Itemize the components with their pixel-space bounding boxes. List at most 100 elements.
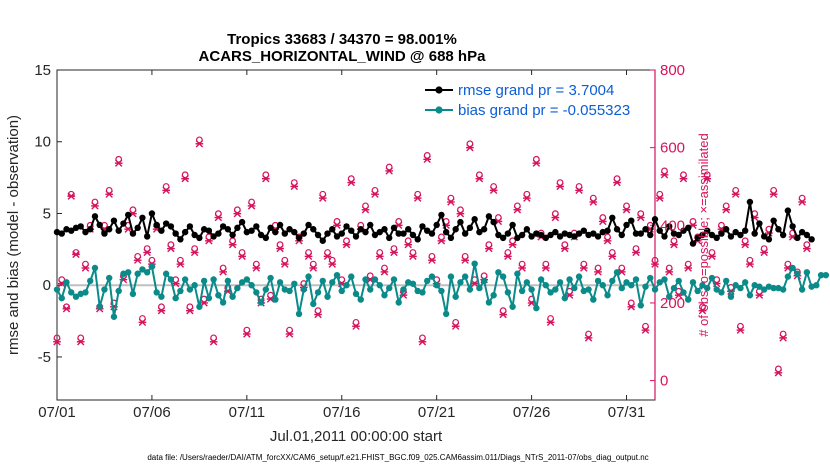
obs-assimilated-point	[186, 307, 194, 315]
rmse-point	[167, 223, 175, 230]
rmse-point	[661, 233, 668, 240]
bias-point	[466, 286, 474, 293]
obs-assimilated-point	[243, 330, 251, 338]
rmse-point	[737, 231, 744, 239]
bias-point	[96, 303, 103, 310]
rmse-point	[101, 230, 108, 237]
rmse-point	[760, 233, 768, 240]
rmse-point	[291, 228, 298, 236]
obs-possible-point	[741, 237, 749, 245]
obs-possible-point	[485, 241, 493, 249]
rmse-point	[476, 228, 483, 236]
bias-point	[637, 302, 644, 309]
obs-possible-point	[518, 260, 526, 268]
obs-assimilated-point	[285, 330, 294, 338]
bias-point	[300, 286, 307, 293]
obs-assimilated-point	[162, 186, 170, 195]
legend: rmse grand pr = 3.7004 bias grand pr = -…	[425, 82, 630, 119]
rmse-point	[158, 227, 165, 234]
chart-title-line1: Tropics 33683 / 34370 = 98.001%	[227, 31, 457, 48]
rmse-point	[82, 228, 89, 236]
rmse-point	[685, 224, 692, 232]
rmse-point	[229, 231, 236, 239]
bias-point	[457, 279, 464, 286]
bias-point	[661, 276, 668, 283]
rmse-point	[694, 234, 701, 242]
rmse-point	[91, 213, 99, 220]
obs-possible-point	[547, 315, 554, 322]
bias-point	[476, 284, 483, 292]
rmse-point	[210, 233, 217, 240]
obs-possible-point	[233, 206, 241, 214]
rmse-point	[509, 221, 516, 229]
rmse-point	[362, 228, 369, 236]
obs-possible-point	[371, 186, 379, 194]
rmse-point	[442, 228, 450, 236]
obs-assimilated-point	[437, 237, 446, 245]
obs-possible-point	[309, 260, 317, 268]
obs-possible-point	[599, 214, 607, 221]
bias-point	[732, 282, 739, 289]
bias-point	[542, 282, 550, 289]
bias-point	[262, 286, 270, 293]
obs-possible-point	[661, 167, 668, 175]
bias-point	[685, 296, 692, 303]
obs-possible-point	[219, 264, 227, 272]
rmse-point	[106, 226, 113, 233]
obs-possible-point	[556, 179, 564, 186]
obs-assimilated-point	[627, 303, 636, 311]
obs-possible-point	[362, 202, 369, 210]
bias-point	[533, 304, 540, 312]
legend-rmse-marker	[435, 86, 443, 94]
obs-assimilated-point	[233, 209, 242, 218]
bias-point	[585, 286, 592, 293]
bias-point	[386, 284, 393, 292]
bias-point	[234, 284, 241, 292]
rmse-point	[162, 220, 170, 227]
obs-assimilated-point	[461, 256, 469, 264]
obs-possible-point	[642, 322, 649, 330]
obs-possible-point	[214, 210, 222, 218]
legend-bias-marker	[435, 106, 443, 114]
bias-point	[68, 289, 75, 296]
bias-point	[191, 282, 198, 289]
bias-point	[722, 277, 730, 285]
obs-possible-point	[513, 202, 521, 210]
obs-possible-point	[722, 202, 730, 210]
obs-possible-point	[580, 260, 588, 268]
obs-assimilated-point	[375, 252, 384, 261]
rmse-point	[594, 233, 602, 240]
obs-assimilated-point	[428, 256, 436, 264]
legend-rmse-label: rmse grand pr = 3.7004	[458, 82, 614, 99]
rmse-point	[746, 198, 754, 206]
obs-assimilated-point	[413, 194, 422, 202]
bias-point	[110, 313, 118, 320]
obs-count-markers	[53, 136, 811, 377]
obs-assimilated-point	[579, 264, 588, 272]
bias-point	[746, 292, 754, 299]
obs-possible-point	[632, 245, 640, 252]
obs-possible-point	[575, 183, 583, 190]
obs-assimilated-point	[499, 310, 507, 319]
rmse-point	[656, 227, 663, 234]
rmse-point	[779, 231, 787, 239]
x-tick-label: 07/06	[133, 404, 171, 421]
obs-possible-point	[395, 218, 403, 225]
obs-possible-point	[167, 241, 175, 249]
rmse-point	[205, 227, 213, 234]
obs-possible-point	[637, 210, 645, 218]
bias-point	[523, 279, 531, 286]
obs-possible-point	[623, 202, 630, 210]
bias-point	[134, 270, 141, 277]
x-tick-label: 07/11	[229, 404, 265, 421]
obs-possible-point	[423, 152, 431, 159]
obs-possible-point	[523, 190, 531, 198]
bias-point	[514, 270, 521, 277]
obs-assimilated-point	[769, 190, 778, 198]
obs-possible-point	[343, 237, 350, 245]
rmse-point	[120, 220, 127, 227]
rmse-point	[798, 228, 806, 236]
obs-assimilated-point	[475, 175, 484, 183]
bias-point	[53, 286, 61, 293]
obs-assimilated-point	[290, 182, 299, 191]
